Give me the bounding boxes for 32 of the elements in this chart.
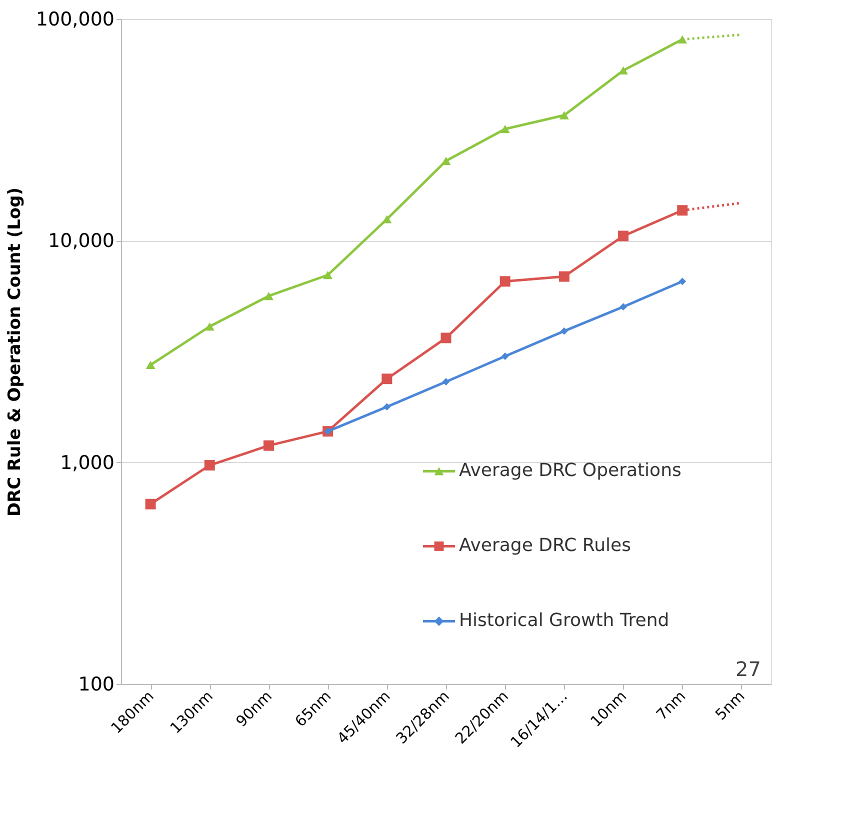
y-tick-label: 1,000 <box>60 452 114 474</box>
point <box>559 111 569 120</box>
point <box>500 276 510 287</box>
y-axis-title: DRC Rule & Operation Count (Log) <box>4 187 25 517</box>
point <box>500 124 510 134</box>
point <box>145 498 156 510</box>
legend-label: Average DRC Rules <box>459 535 631 556</box>
y-tick-label: 100,000 <box>36 8 114 30</box>
point <box>204 322 214 331</box>
point <box>440 332 452 344</box>
annotation: 27 <box>736 657 761 681</box>
point <box>558 271 570 282</box>
point <box>441 156 451 166</box>
y-tick-label: 10,000 <box>48 230 114 252</box>
point <box>618 230 629 242</box>
point <box>382 215 392 224</box>
point <box>383 403 391 411</box>
point <box>678 278 686 286</box>
legend-label: Historical Growth Trend <box>459 610 670 632</box>
point <box>560 327 568 335</box>
point <box>264 292 274 300</box>
point <box>382 374 392 384</box>
point <box>501 352 509 360</box>
point <box>323 270 333 280</box>
point <box>618 66 628 75</box>
legend-label: Average DRC Operations <box>459 460 682 482</box>
point <box>204 460 215 471</box>
point <box>263 440 274 451</box>
y-tick-label: 100 <box>78 674 114 696</box>
point <box>146 360 156 370</box>
point <box>620 303 627 311</box>
point <box>677 205 688 216</box>
